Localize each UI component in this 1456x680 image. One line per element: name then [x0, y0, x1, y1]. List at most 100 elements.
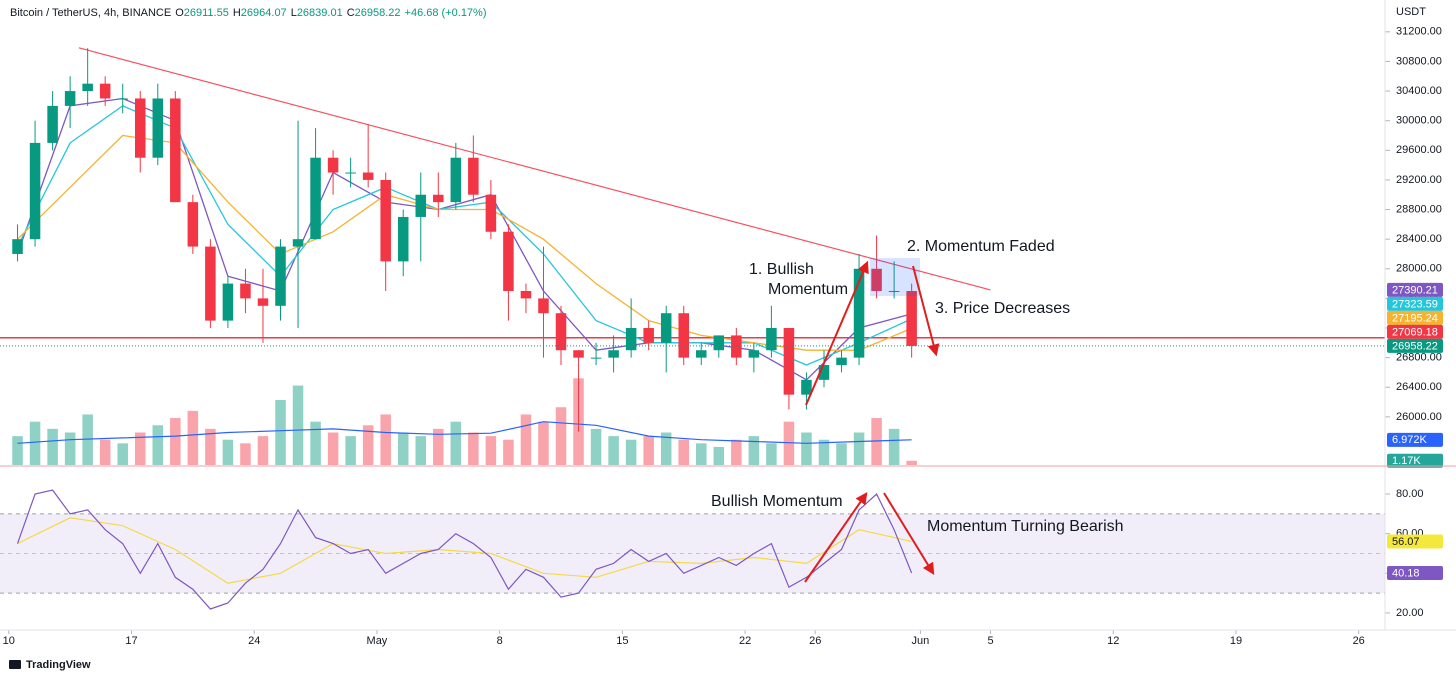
volume-bar	[713, 446, 725, 465]
candle-body	[801, 379, 812, 395]
volume-bar	[257, 436, 269, 465]
candle-body	[818, 365, 830, 380]
ohlc-key: C	[347, 7, 355, 19]
volume-bar	[82, 414, 93, 465]
ohlc-value: 26964.07	[241, 7, 287, 19]
volume-bar	[415, 436, 427, 465]
x-tick-label: May	[367, 635, 388, 647]
candle-body	[713, 335, 725, 351]
x-tick-label: 8	[497, 635, 503, 647]
price-tag	[1387, 534, 1443, 549]
annotation: 3. Price Decreases	[935, 300, 1070, 317]
volume-bar	[678, 439, 689, 465]
symbol: Bitcoin / TetherUS, 4h, BINANCE	[10, 7, 171, 19]
volume-bar	[660, 432, 672, 465]
plot: 26000.0026400.0026800.0027200.0027600.00…	[0, 26, 1443, 647]
candle-body	[888, 290, 900, 292]
arrow	[805, 260, 869, 406]
x-tick-label: 26	[1353, 635, 1365, 647]
annotation: 2. Momentum Faded	[907, 238, 1055, 255]
x-tick-label: 5	[987, 635, 993, 647]
price-tag	[1387, 282, 1443, 297]
logo-icon	[9, 660, 21, 669]
candle-body	[327, 157, 339, 173]
candle-body	[643, 328, 654, 343]
price-tag-label: 27069.18	[1392, 326, 1438, 338]
x-tick-label: 24	[248, 635, 260, 647]
candle-body	[906, 290, 917, 346]
volume-bar	[520, 414, 532, 465]
candle-body	[555, 313, 567, 351]
moving-average-line	[17, 134, 912, 351]
price-tag-label: 27323.59	[1392, 298, 1438, 310]
x-tick-label: 15	[616, 635, 628, 647]
price-tag-label: 26958.22	[1392, 340, 1438, 352]
price-tag-label: 40.18	[1392, 567, 1420, 579]
candle-body	[433, 194, 444, 203]
annotation: Bullish Momentum	[711, 493, 843, 510]
legend: Bitcoin / TetherUS, 4h, BINANCE O26911.55…	[10, 7, 487, 19]
candle-body	[590, 357, 602, 359]
volume-bar	[12, 436, 23, 465]
y-tick-label: 30000.00	[1396, 115, 1442, 127]
volume-bar	[485, 436, 497, 465]
volume-bar	[590, 428, 602, 465]
candle-body	[397, 216, 409, 262]
y-tick-label: 30400.00	[1396, 85, 1442, 97]
y-tick-label: 26800.00	[1396, 352, 1442, 364]
volume-bar	[836, 443, 847, 465]
arrow	[912, 265, 940, 357]
price-tag-label: 6.972K	[1392, 434, 1428, 446]
candle-body	[257, 298, 269, 306]
rsi-ma-line	[17, 517, 912, 584]
ohlc-value: 26958.22	[355, 7, 401, 19]
candle-body	[415, 194, 427, 217]
candle-body	[731, 335, 742, 358]
candle-body	[748, 350, 760, 358]
volume-bar	[853, 432, 865, 465]
volume-bar	[345, 436, 356, 465]
arrows	[804, 260, 940, 583]
candle-body	[503, 231, 514, 291]
x-tick-label: 26	[809, 635, 821, 647]
price-tag	[1387, 296, 1443, 311]
candle-body	[608, 350, 619, 358]
x-tick-label: Jun	[912, 635, 930, 647]
candle-body	[468, 157, 479, 195]
candle-body	[836, 357, 847, 366]
candle-body	[625, 328, 637, 351]
candle-body	[520, 290, 532, 299]
volume-bar	[187, 410, 199, 465]
volume-bar	[433, 428, 444, 465]
x-tick-label: 19	[1230, 635, 1242, 647]
x-tick-label: 10	[3, 635, 15, 647]
candle-body	[275, 246, 286, 306]
volume-bar	[503, 439, 514, 465]
candle-body	[310, 157, 321, 240]
annotation: Momentum	[768, 281, 848, 298]
candle-body	[485, 194, 497, 232]
volume-bar	[906, 460, 917, 465]
volume-bar	[240, 443, 251, 465]
annotation: 1. Bullish	[749, 261, 814, 278]
ohlc-value: 26911.55	[184, 7, 229, 19]
candle-body	[240, 283, 251, 299]
arrow	[804, 492, 868, 583]
y-tick-label: 29200.00	[1396, 174, 1442, 186]
candle-body	[205, 246, 216, 321]
moving-average-line	[16, 97, 912, 381]
volume-bar	[47, 428, 58, 465]
price-tag	[1387, 310, 1443, 325]
volume-bar	[766, 443, 777, 465]
y-tick-label: 31200.00	[1396, 26, 1442, 38]
y-tick-label: 26400.00	[1396, 381, 1442, 393]
volume-ma-line	[17, 421, 912, 444]
volume-bar	[99, 439, 111, 465]
ohlc-key: H	[233, 7, 241, 19]
highlight-box	[870, 258, 920, 296]
y-tick-label: 20.00	[1396, 607, 1424, 619]
price-tag-label: 27195.24	[1392, 312, 1438, 324]
volume-bar	[748, 436, 760, 465]
